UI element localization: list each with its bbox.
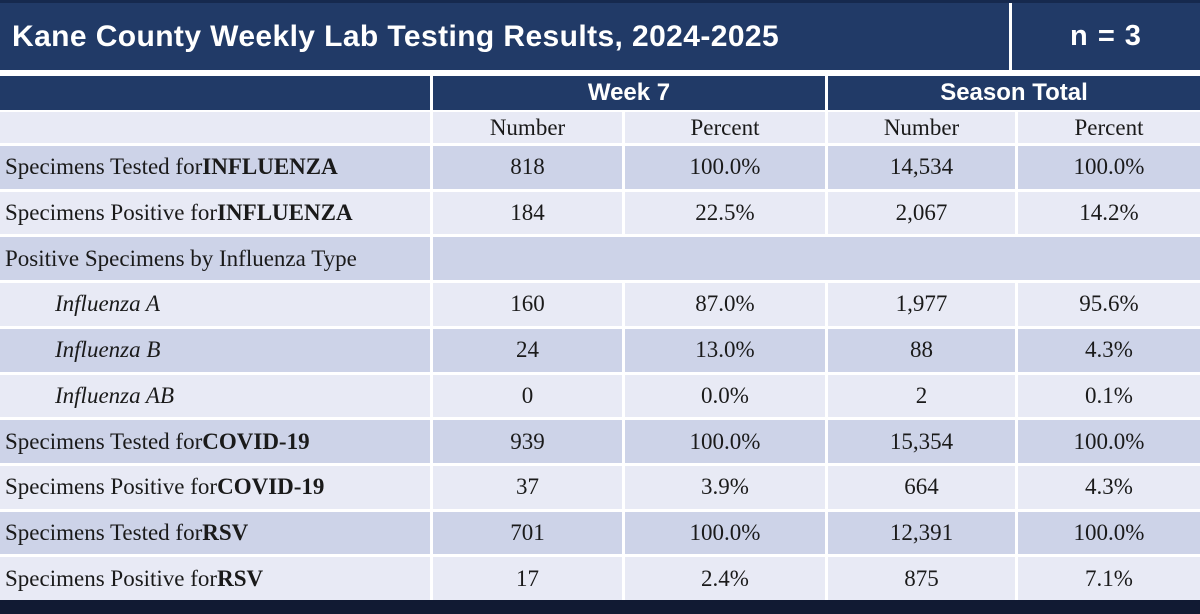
week-number-cell: 939	[430, 420, 622, 463]
week-percent-cell: 100.0%	[622, 420, 825, 463]
season-number-cell: 12,391	[825, 511, 1015, 555]
column-header-row: Number Percent Number Percent	[0, 110, 1200, 143]
week-number-cell: 17	[430, 557, 622, 601]
column-header-season-number: Number	[825, 112, 1015, 143]
table-row-covid-tested: Specimens Tested for COVID-19 939 100.0%…	[0, 417, 1200, 463]
table-row-influenza-a: Influenza A 160 87.0% 1,977 95.6%	[0, 280, 1200, 326]
table-body: Specimens Tested for INFLUENZA 818 100.0…	[0, 143, 1200, 601]
column-header-week-number: Number	[430, 112, 622, 143]
row-label-emphasis: INFLUENZA	[202, 154, 338, 180]
row-label-text: Influenza AB	[55, 382, 175, 408]
row-label: Influenza A	[0, 283, 430, 326]
row-label-text: Specimens Tested for	[5, 154, 203, 180]
row-label: Positive Specimens by Influenza Type	[0, 237, 430, 280]
group-header-spacer	[0, 76, 430, 110]
row-label-text: Positive Specimens by Influenza Type	[5, 245, 357, 271]
row-label: Specimens Positive for INFLUENZA	[0, 192, 430, 235]
sample-size-badge: n = 3	[1070, 20, 1142, 52]
week-number-cell: 0	[430, 374, 622, 418]
season-number-cell: 875	[825, 557, 1015, 601]
week-percent-cell: 100.0%	[622, 146, 825, 189]
week-percent-cell: 3.9%	[622, 465, 825, 509]
row-label: Influenza AB	[0, 375, 430, 418]
season-percent-cell: 4.3%	[1015, 328, 1200, 372]
row-label-emphasis: COVID-19	[202, 428, 310, 454]
week-number-cell: 37	[430, 465, 622, 509]
table-row-rsv-tested: Specimens Tested for RSV 701 100.0% 12,3…	[0, 508, 1200, 555]
table-row-influenza-positive: Specimens Positive for INFLUENZA 184 22.…	[0, 188, 1200, 235]
row-label-text: Specimens Positive for	[5, 474, 218, 500]
row-label: Specimens Tested for INFLUENZA	[0, 146, 430, 189]
table-row-positive-by-type: Positive Specimens by Influenza Type	[0, 234, 1200, 281]
week-number-cell: 818	[430, 146, 622, 189]
column-header-spacer	[0, 112, 430, 143]
row-label: Specimens Positive for RSV	[0, 557, 430, 600]
row-label-emphasis: RSV	[217, 565, 264, 591]
table-row-influenza-tested: Specimens Tested for INFLUENZA 818 100.0…	[0, 143, 1200, 189]
season-percent-cell: 100.0%	[1015, 420, 1200, 463]
week-number-cell: 184	[430, 191, 622, 235]
column-header-week-percent: Percent	[622, 112, 825, 143]
bottom-border-bar	[0, 600, 1200, 614]
season-percent-cell: 100.0%	[1015, 146, 1200, 189]
table-row-influenza-b: Influenza B 24 13.0% 88 4.3%	[0, 325, 1200, 372]
row-label: Specimens Tested for COVID-19	[0, 420, 430, 463]
group-header-season: Season Total	[825, 76, 1200, 110]
row-label: Specimens Positive for COVID-19	[0, 466, 430, 509]
season-number-cell: 88	[825, 328, 1015, 372]
table-row-covid-positive: Specimens Positive for COVID-19 37 3.9% …	[0, 462, 1200, 509]
week-number-cell: 701	[430, 511, 622, 555]
season-number-cell: 15,354	[825, 420, 1015, 463]
week-percent-cell: 87.0%	[622, 283, 825, 326]
season-percent-cell: 0.1%	[1015, 374, 1200, 418]
season-number-cell: 1,977	[825, 283, 1015, 326]
table-row-influenza-ab: Influenza AB 0 0.0% 2 0.1%	[0, 371, 1200, 418]
season-percent-cell: 95.6%	[1015, 283, 1200, 326]
week-number-cell: 24	[430, 328, 622, 372]
row-label: Influenza B	[0, 329, 430, 372]
row-label-text: Specimens Tested for	[5, 428, 203, 454]
season-percent-cell: 100.0%	[1015, 511, 1200, 555]
column-header-season-percent: Percent	[1015, 112, 1200, 143]
season-number-cell: 2,067	[825, 191, 1015, 235]
season-number-cell: 14,534	[825, 146, 1015, 189]
week-percent-cell: 22.5%	[622, 191, 825, 235]
group-header-row: Week 7 Season Total	[0, 76, 1200, 110]
week-percent-cell: 0.0%	[622, 374, 825, 418]
row-label-text: Influenza A	[55, 291, 160, 317]
week-percent-cell: 13.0%	[622, 328, 825, 372]
row-label-text: Specimens Tested for	[5, 519, 203, 545]
season-number-cell: 664	[825, 465, 1015, 509]
table-row-rsv-positive: Specimens Positive for RSV 17 2.4% 875 7…	[0, 554, 1200, 601]
row-label-text: Specimens Positive for	[5, 200, 218, 226]
row-label-emphasis: INFLUENZA	[217, 200, 353, 226]
season-percent-cell: 7.1%	[1015, 557, 1200, 601]
week-percent-cell: 100.0%	[622, 511, 825, 555]
title-bar: Kane County Weekly Lab Testing Results, …	[0, 0, 1200, 70]
row-label: Specimens Tested for RSV	[0, 512, 430, 555]
page-title: Kane County Weekly Lab Testing Results, …	[12, 19, 780, 53]
season-number-cell: 2	[825, 374, 1015, 418]
row-label-emphasis: RSV	[202, 519, 249, 545]
row-label-emphasis: COVID-19	[217, 474, 325, 500]
season-percent-cell: 14.2%	[1015, 191, 1200, 235]
row-label-text: Specimens Positive for	[5, 565, 218, 591]
header-divider	[0, 70, 1200, 76]
group-header-week: Week 7	[430, 76, 825, 110]
week-percent-cell: 2.4%	[622, 557, 825, 601]
row-label-text: Influenza B	[55, 337, 161, 363]
empty-data-cell	[430, 237, 1200, 281]
week-number-cell: 160	[430, 283, 622, 326]
season-percent-cell: 4.3%	[1015, 465, 1200, 509]
title-cell: Kane County Weekly Lab Testing Results, …	[0, 3, 1012, 70]
